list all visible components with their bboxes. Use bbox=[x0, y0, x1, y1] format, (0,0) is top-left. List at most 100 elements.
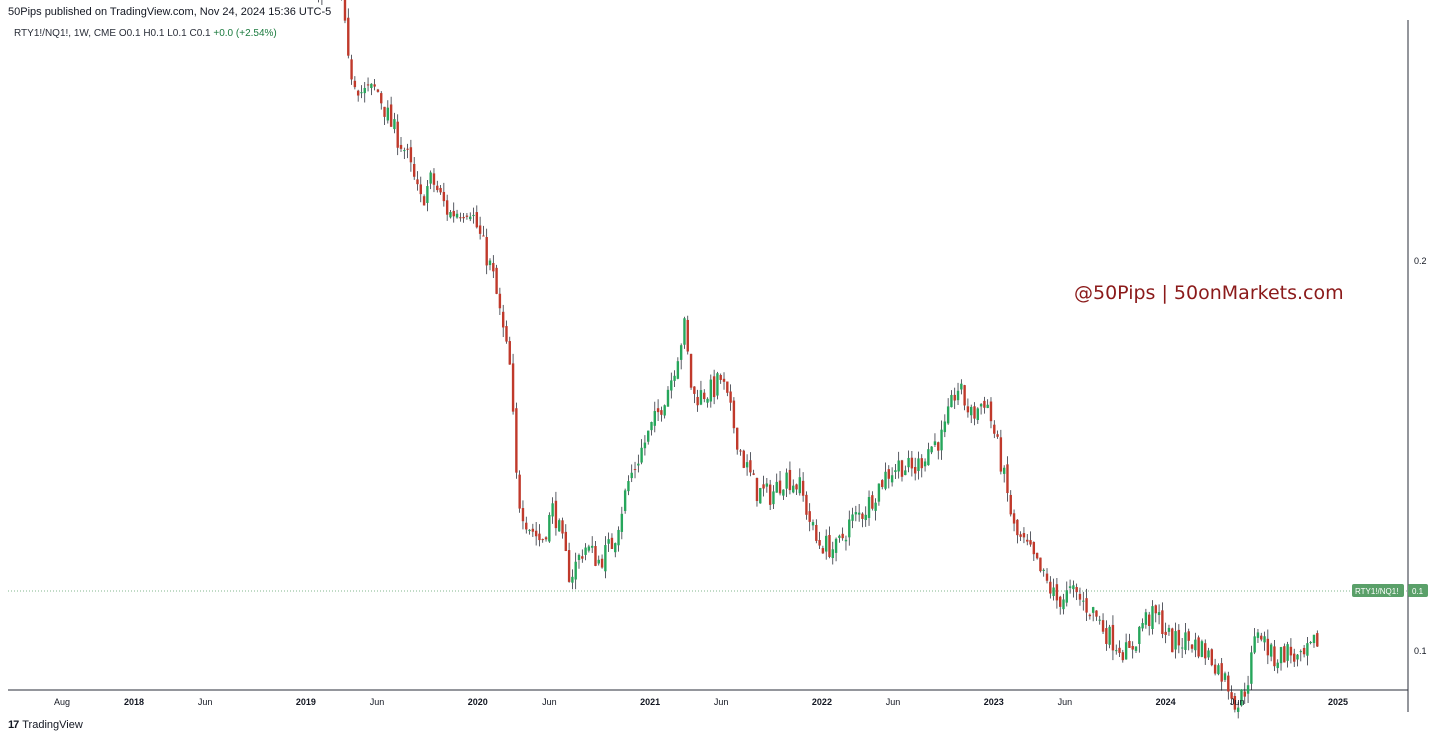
candle-body bbox=[755, 477, 759, 502]
price-tag-symbol-bg bbox=[1352, 584, 1404, 597]
candle-body bbox=[1039, 557, 1042, 572]
candle-body bbox=[429, 172, 432, 184]
candle-body bbox=[1058, 596, 1062, 607]
candle-body bbox=[1026, 539, 1029, 542]
candle-body bbox=[439, 187, 442, 193]
candle-body bbox=[877, 483, 881, 502]
candle-body bbox=[782, 489, 785, 496]
candle-body bbox=[1233, 695, 1237, 710]
candle-body bbox=[792, 485, 795, 493]
candle-body bbox=[670, 380, 673, 391]
candle-body bbox=[554, 500, 558, 529]
candle-body bbox=[1035, 552, 1039, 559]
candle-body bbox=[1190, 644, 1194, 649]
candle-body bbox=[815, 524, 818, 541]
candle-body bbox=[511, 363, 515, 412]
candle-body bbox=[508, 341, 511, 365]
x-tick-label: Jun bbox=[370, 697, 385, 707]
candle-body bbox=[1088, 614, 1092, 617]
candle-body bbox=[1316, 633, 1319, 647]
x-tick-label: Jun bbox=[198, 697, 213, 707]
candle-body bbox=[647, 430, 650, 442]
candle-body bbox=[1213, 664, 1217, 674]
candle-body bbox=[1078, 593, 1082, 600]
candle-body bbox=[1019, 534, 1022, 537]
candle-body bbox=[946, 406, 950, 424]
candle-body bbox=[370, 83, 373, 89]
candle-body bbox=[505, 326, 508, 342]
candle-body bbox=[821, 548, 825, 554]
candle-body bbox=[1210, 649, 1214, 666]
candle-body bbox=[940, 429, 943, 451]
candle-body bbox=[1068, 586, 1072, 588]
candle-body bbox=[973, 406, 976, 419]
candle-body bbox=[1138, 626, 1141, 644]
candle-body bbox=[1091, 607, 1095, 613]
symbol-legend: RTY1!/NQ1!, 1W, CME O0.1 H0.1 L0.1 C0.1 … bbox=[14, 28, 277, 39]
tradingview-footer[interactable]: 17 TradingView bbox=[8, 719, 83, 731]
tradingview-logo-icon: 17 bbox=[8, 719, 19, 731]
candle-body bbox=[759, 487, 762, 504]
candle-body bbox=[564, 531, 568, 552]
candle-body bbox=[1131, 645, 1134, 650]
candle-body bbox=[785, 472, 788, 489]
candle-body bbox=[1002, 467, 1006, 474]
candle-body bbox=[986, 404, 989, 409]
candle-body bbox=[970, 406, 973, 416]
candle-body bbox=[890, 475, 894, 483]
candle-body bbox=[594, 546, 597, 566]
candle-body bbox=[808, 511, 811, 522]
candle-body bbox=[1283, 646, 1286, 663]
candle-body bbox=[1256, 632, 1260, 638]
candle-body bbox=[881, 480, 884, 488]
candle-body bbox=[498, 293, 502, 309]
legend-high: H0.1 bbox=[143, 28, 165, 39]
candle-body bbox=[709, 379, 713, 402]
candle-body bbox=[373, 84, 376, 87]
candle-body bbox=[380, 93, 383, 104]
y-tick-label: 0.1 bbox=[1414, 646, 1427, 656]
x-tick-label: Aug bbox=[54, 697, 70, 707]
candle-body bbox=[923, 461, 927, 467]
candle-body bbox=[900, 460, 904, 477]
candle-body bbox=[1072, 585, 1075, 590]
candle-body bbox=[673, 375, 676, 381]
candles bbox=[318, 0, 1319, 719]
candle-body bbox=[445, 200, 449, 215]
candle-body bbox=[1302, 647, 1306, 655]
candle-body bbox=[571, 576, 574, 583]
candle-body bbox=[966, 406, 970, 413]
candle-body bbox=[854, 512, 858, 515]
candle-body bbox=[1286, 644, 1289, 661]
candle-body bbox=[1045, 573, 1049, 581]
candle-body bbox=[360, 92, 363, 94]
candle-body bbox=[1144, 612, 1148, 625]
candle-body bbox=[488, 260, 492, 266]
candle-body bbox=[1279, 647, 1283, 664]
candle-body bbox=[347, 17, 350, 56]
candle-body bbox=[811, 522, 815, 526]
candle-body bbox=[528, 529, 531, 532]
legend-change: +0.0 (+2.54%) bbox=[213, 28, 277, 39]
candle-body bbox=[683, 318, 686, 345]
candle-body bbox=[650, 421, 653, 431]
candle-body bbox=[907, 457, 910, 468]
candle-body bbox=[1187, 631, 1190, 641]
candle-body bbox=[409, 147, 413, 163]
candle-body bbox=[399, 144, 403, 149]
axes: 0.2 0.1 Aug 2018 Jun 2019 Jun 2020 Jun 2021 Jun 202… bbox=[54, 256, 1428, 707]
legend-open: O0.1 bbox=[118, 28, 141, 39]
candle-body bbox=[1098, 619, 1101, 621]
candle-body bbox=[640, 447, 643, 463]
candle-body bbox=[1306, 643, 1309, 656]
candle-body bbox=[983, 400, 986, 408]
legend-symbol[interactable]: RTY1!/NQ1!, 1W, CME bbox=[14, 28, 117, 39]
candle-body bbox=[551, 503, 554, 517]
candle-body bbox=[1164, 631, 1167, 635]
candle-body bbox=[610, 537, 614, 550]
candle-body bbox=[567, 550, 571, 582]
candle-body bbox=[920, 458, 923, 469]
candle-body bbox=[1289, 646, 1293, 656]
candle-body bbox=[775, 481, 778, 493]
